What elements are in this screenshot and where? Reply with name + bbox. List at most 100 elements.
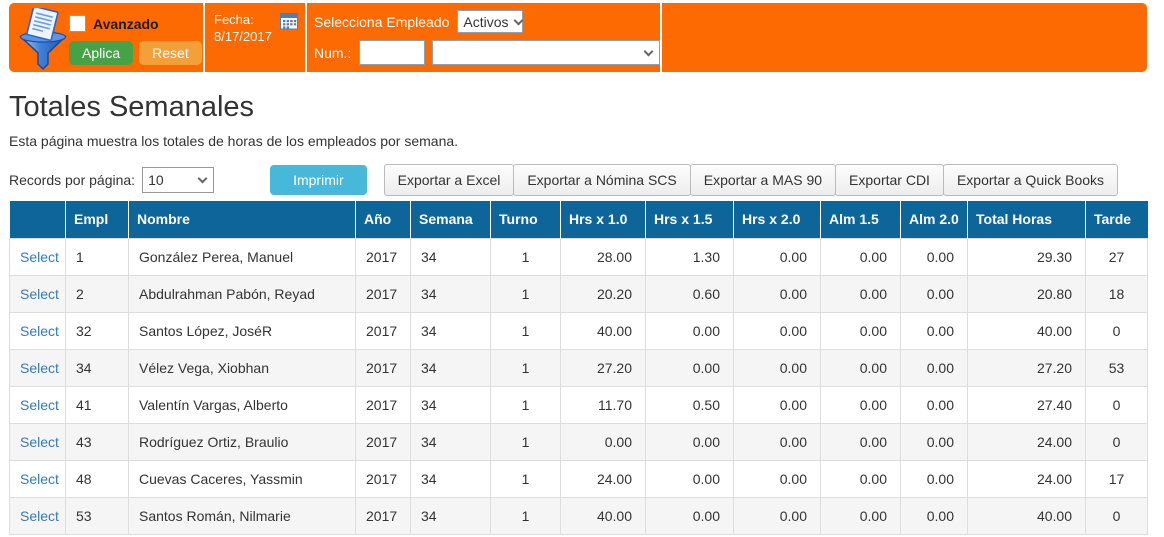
cell-alm15: 0.00: [820, 348, 901, 387]
selecciona-empleado-label: Selecciona Empleado: [314, 13, 450, 30]
cell-hrs10: 11.70: [560, 385, 646, 424]
activos-select[interactable]: Activos: [457, 10, 524, 33]
cell-nombre: Cuevas Caceres, Yassmin: [128, 459, 356, 498]
cell-hrs20: 0.00: [733, 237, 821, 276]
table-row: Select 53 Santos Román, Nilmarie 2017 34 1 40.…: [9, 496, 1148, 535]
totals-table-wrap: Empl Nombre Año Semana Turno Hrs x 1.0 Hrs x 1…: [9, 201, 1148, 535]
cell-semana: 34: [410, 237, 491, 276]
cell-turno: 1: [490, 422, 561, 461]
cell-hrs20: 0.00: [733, 385, 821, 424]
column-header: Alm 1.5: [820, 201, 901, 238]
avanzado-checkbox[interactable]: [69, 15, 86, 32]
export-button[interactable]: Exportar a MAS 90: [689, 164, 837, 196]
select-link[interactable]: Select: [20, 396, 59, 413]
cell-alm20: 0.00: [900, 348, 968, 387]
table-row: Select 32 Santos López, JoséR 2017 34 1 40.00 0…: [9, 311, 1148, 350]
cell-alm20: 0.00: [900, 237, 968, 276]
table-row: Select 1 González Perea, Manuel 2017 34 1 28.0…: [9, 237, 1148, 276]
weekly-totals-table: Empl Nombre Año Semana Turno Hrs x 1.0 Hrs x 1…: [9, 201, 1148, 535]
cell-hrs15: 0.00: [645, 496, 734, 535]
imprimir-button[interactable]: Imprimir: [270, 165, 367, 195]
cell-empl: 2: [65, 274, 129, 313]
cell-empl: 43: [65, 422, 129, 461]
cell-semana: 34: [410, 311, 491, 350]
cell-turno: 1: [490, 274, 561, 313]
cell-hrs20: 0.00: [733, 422, 821, 461]
employee-select[interactable]: [432, 40, 660, 65]
filter-section-empleado: Selecciona Empleado Activos Num.:: [307, 3, 660, 72]
cell-turno: 1: [490, 459, 561, 498]
cell-alm15: 0.00: [820, 274, 901, 313]
cell-semana: 34: [410, 496, 491, 535]
select-link[interactable]: Select: [20, 507, 59, 524]
cell-tarde: 17: [1085, 459, 1148, 498]
cell-nombre: Rodríguez Ortiz, Braulio: [128, 422, 356, 461]
cell-alm15: 0.00: [820, 385, 901, 424]
cell-nombre: Santos López, JoséR: [128, 311, 356, 350]
select-cell: Select: [9, 274, 66, 313]
page-title: Totales Semanales: [9, 91, 255, 123]
cell-empl: 53: [65, 496, 129, 535]
export-button[interactable]: Exportar a Excel: [383, 164, 515, 196]
cell-turno: 1: [490, 311, 561, 350]
cell-empl: 1: [65, 237, 129, 276]
cell-ano: 2017: [355, 311, 411, 350]
records-per-page-value: 10: [148, 172, 164, 188]
cell-total: 20.80: [967, 274, 1086, 313]
filter-section-fecha: Fecha: 8/17/2017: [205, 3, 305, 72]
cell-ano: 2017: [355, 385, 411, 424]
cell-alm20: 0.00: [900, 496, 968, 535]
cell-alm15: 0.00: [820, 237, 901, 276]
cell-total: 27.40: [967, 385, 1086, 424]
cell-alm20: 0.00: [900, 385, 968, 424]
cell-hrs20: 0.00: [733, 496, 821, 535]
select-link[interactable]: Select: [20, 322, 59, 339]
cell-tarde: 0: [1085, 385, 1148, 424]
cell-alm20: 0.00: [900, 459, 968, 498]
cell-semana: 34: [410, 274, 491, 313]
export-button[interactable]: Exportar CDI: [835, 164, 944, 196]
chevron-down-icon: [197, 173, 208, 184]
cell-hrs10: 40.00: [560, 311, 646, 350]
select-link[interactable]: Select: [20, 248, 59, 265]
select-link[interactable]: Select: [20, 433, 59, 450]
cell-hrs15: 1.30: [645, 237, 734, 276]
cell-turno: 1: [490, 348, 561, 387]
column-header: [9, 201, 66, 238]
column-header: Empl: [65, 201, 129, 238]
num-input[interactable]: [359, 40, 426, 65]
select-link[interactable]: Select: [20, 470, 59, 487]
export-button[interactable]: Exportar a Nómina SCS: [513, 164, 691, 196]
cell-nombre: Valentín Vargas, Alberto: [128, 385, 356, 424]
select-link[interactable]: Select: [20, 285, 59, 302]
cell-tarde: 0: [1085, 422, 1148, 461]
cell-alm20: 0.00: [900, 311, 968, 350]
fecha-value: 8/17/2017: [214, 29, 272, 44]
cell-tarde: 27: [1085, 237, 1148, 276]
cell-alm20: 0.00: [900, 422, 968, 461]
column-header: Hrs x 1.5: [645, 201, 734, 238]
records-per-page-select[interactable]: 10: [142, 167, 215, 193]
table-row: Select 2 Abdulrahman Pabón, Reyad 2017 34 1 20…: [9, 274, 1148, 313]
aplica-button[interactable]: Aplica: [69, 41, 134, 65]
table-row: Select 48 Cuevas Caceres, Yassmin 2017 34 1 24…: [9, 459, 1148, 498]
cell-tarde: 18: [1085, 274, 1148, 313]
export-button[interactable]: Exportar a Quick Books: [942, 164, 1119, 196]
cell-nombre: Santos Román, Nilmarie: [128, 496, 356, 535]
num-label: Num.:: [314, 44, 352, 61]
cell-hrs10: 28.00: [560, 237, 646, 276]
table-row: Select 34 Vélez Vega, Xiobhan 2017 34 1 27.20 0…: [9, 348, 1148, 387]
reset-button[interactable]: Reset: [139, 41, 202, 65]
cell-ano: 2017: [355, 348, 411, 387]
calendar-icon[interactable]: [280, 12, 298, 35]
cell-ano: 2017: [355, 274, 411, 313]
chevron-down-icon: [643, 46, 654, 56]
select-link[interactable]: Select: [20, 359, 59, 376]
filter-bar-spacer: [662, 3, 1147, 72]
column-header: Turno: [490, 201, 561, 238]
select-cell: Select: [9, 311, 66, 350]
filter-divider: [305, 3, 307, 72]
column-header: Hrs x 2.0: [733, 201, 821, 238]
select-cell: Select: [9, 348, 66, 387]
cell-total: 27.20: [967, 348, 1086, 387]
